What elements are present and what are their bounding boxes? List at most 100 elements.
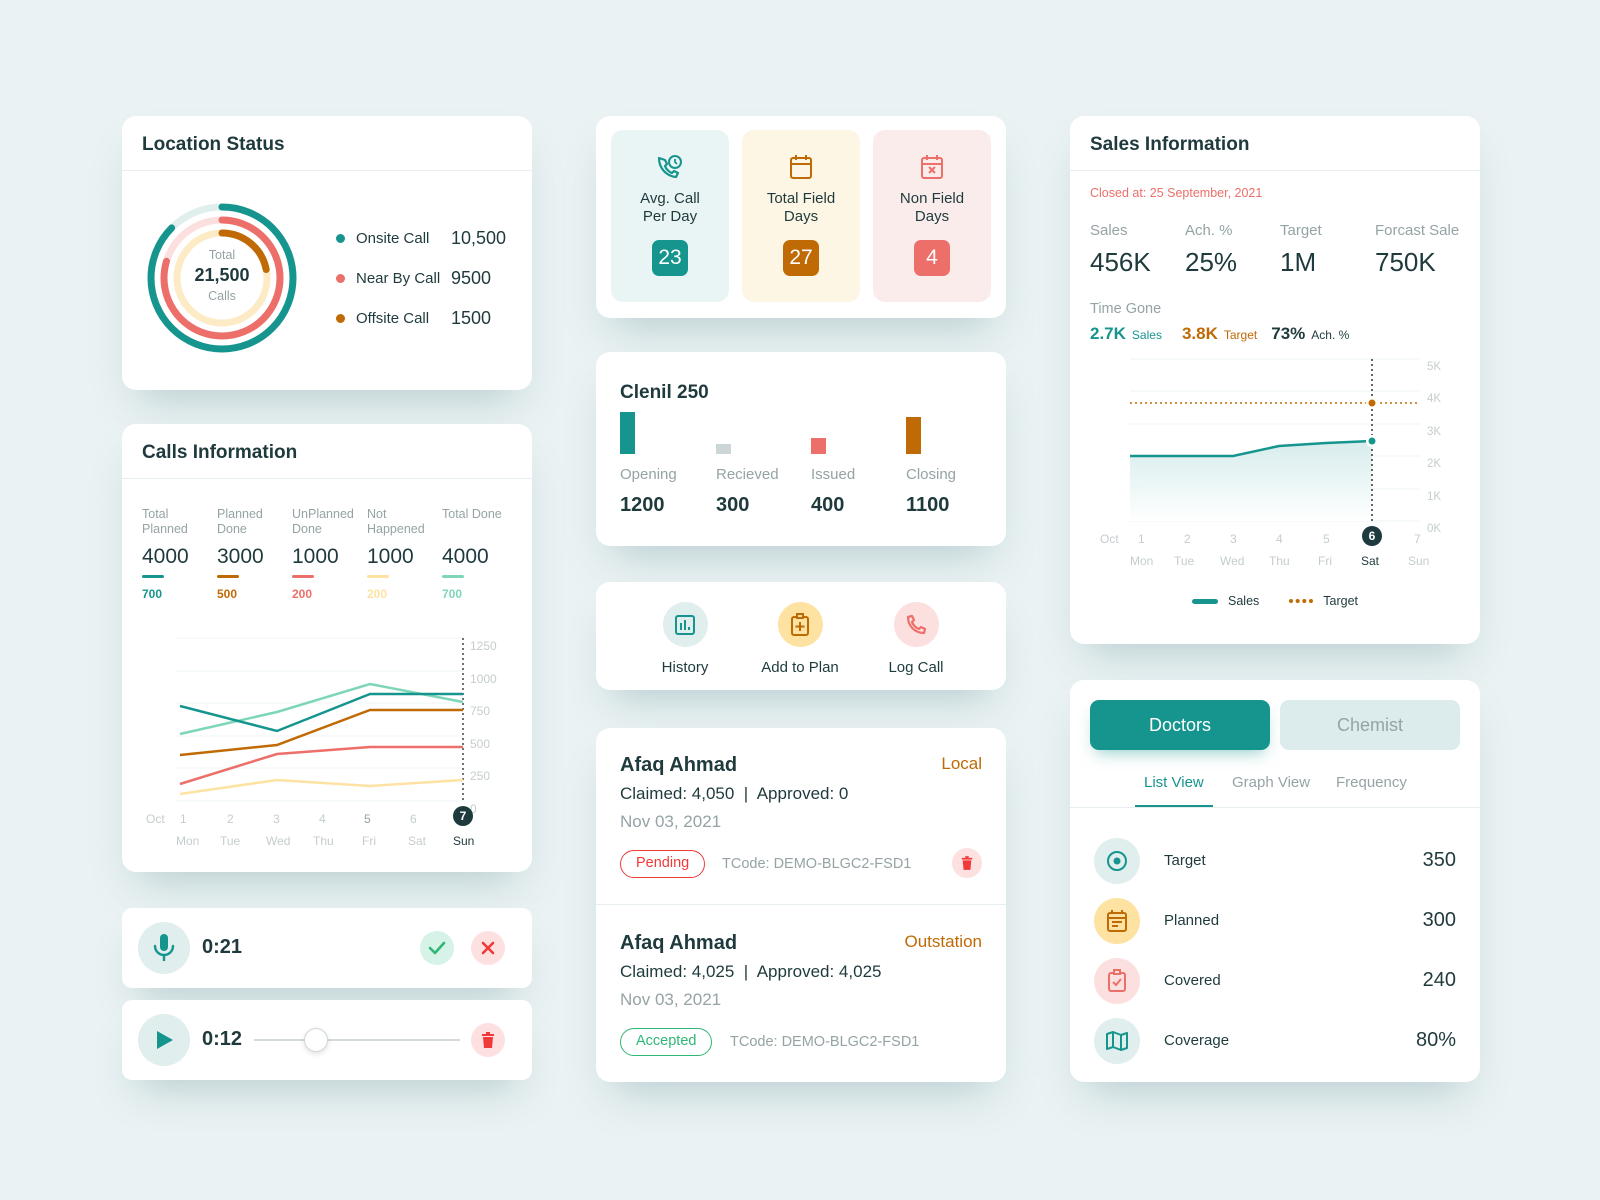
claim-item[interactable]: Afaq Ahmad Local Claimed: 4,050 | Approv… [596,728,1006,904]
stat-sub-value: 500 [217,587,238,601]
x-day[interactable]: 4 [319,812,326,826]
cancel-button[interactable] [471,931,505,965]
x-day[interactable]: 1 [180,812,187,826]
x-day[interactable]: 7 [1414,532,1421,546]
microphone-icon [153,934,175,961]
stock-value: 300 [716,494,750,516]
y-axis: 1250 1000 750 500 250 0 [470,630,497,826]
recording-time: 0:21 [202,936,243,958]
divider [122,478,532,479]
tab-list-view[interactable]: List View [1144,774,1204,791]
history-button[interactable]: History [635,602,735,676]
location-donut-chart: Total 21,500 Calls [146,202,298,354]
y-tick: 1000 [470,671,497,686]
closed-at-text: Closed at: 25 September, 2021 [1090,186,1263,200]
sales-information-card: Sales Information Closed at: 25 Septembe… [1070,116,1480,644]
x-day[interactable]: 2 [1184,532,1191,546]
clipboard-check-icon [1108,969,1126,992]
x-day[interactable]: 1 [1138,532,1145,546]
list-item-target[interactable]: Target 350 [1094,838,1456,884]
action-label: Log Call [888,659,944,676]
record-button[interactable] [138,922,190,974]
claim-amounts: Claimed: 4,050 | Approved: 0 [620,784,849,803]
x-day-selected[interactable]: 7 [453,806,473,826]
x-weekday: Wed [1220,554,1245,568]
stock-bar [620,412,635,454]
stock-value: 400 [811,494,845,516]
stat-label: Total Done [442,507,502,521]
audio-player: 0:12 [122,1000,532,1080]
list-item-planned[interactable]: Planned 300 [1094,898,1456,944]
play-button[interactable] [138,1014,190,1066]
list-item-coverage[interactable]: Coverage 80% [1094,1018,1456,1064]
legend-sales-label: Sales [1228,594,1260,608]
confirm-button[interactable] [420,931,454,965]
x-day[interactable]: 3 [1230,532,1237,546]
metric-total-field-days[interactable]: Total Field Days 27 [742,130,860,302]
legend-near-by-call: Near By Call 9500 [336,268,491,289]
stock-bar [906,417,921,454]
stat-value: 1000 [292,545,339,568]
x-day[interactable]: 3 [273,812,280,826]
log-call-button[interactable]: Log Call [866,602,966,676]
metric-non-field-days[interactable]: Non Field Days 4 [873,130,991,302]
time-gone-values: 2.7K Sales 3.8K Target 73% Ach. % [1090,324,1349,344]
segment-chemist[interactable]: Chemist [1280,700,1460,750]
claim-item[interactable]: Afaq Ahmad Outstation Claimed: 4,025 | A… [596,906,1006,1082]
legend-dot [336,234,345,243]
y-tick: 0 [470,801,477,816]
x-weekday: Fri [362,834,376,848]
stat-total-done: Total Done 4000 700 [442,507,512,601]
legend-onsite-call: Onsite Call 10,500 [336,228,506,249]
card-title: Location Status [142,134,285,155]
metric-label: Per Day [642,208,698,225]
time-gone-label: Time Gone [1090,301,1162,317]
location-status-card: Location Status Total 21,500 Calls Onsit… [122,116,532,390]
x-day-selected[interactable]: 6 [1362,526,1382,546]
x-weekday: Tue [220,834,241,848]
calls-information-card: Calls Information Total Planned 4000 700… [122,424,532,872]
tab-frequency[interactable]: Frequency [1336,774,1407,791]
stock-bar [716,444,731,454]
slider-thumb[interactable] [304,1028,328,1052]
kpi-ach: Ach. % 25% [1185,222,1237,278]
x-day[interactable]: 2 [227,812,234,826]
metric-label: Avg. Call [640,190,700,207]
trash-icon [482,1032,494,1048]
metric-avg-call-per-day[interactable]: Avg. Call Per Day 23 [611,130,729,302]
donut-center-unit: Calls [208,289,236,303]
delete-claim-button[interactable] [952,848,982,878]
claims-list: Afaq Ahmad Local Claimed: 4,050 | Approv… [596,728,1006,1082]
segment-doctors[interactable]: Doctors [1090,700,1270,750]
x-weekday: Mon [176,834,200,848]
x-day[interactable]: 5 [364,812,371,826]
quick-actions-card: History Add to Plan Log Call [596,582,1006,690]
card-title: Clenil 250 [620,382,709,403]
metric-value-badge: 4 [914,240,950,276]
x-day[interactable]: 5 [1323,532,1330,546]
playback-slider[interactable] [254,1028,460,1052]
card-title: Sales Information [1090,134,1250,155]
tab-graph-view[interactable]: Graph View [1232,774,1311,791]
add-to-plan-button[interactable]: Add to Plan [750,602,850,676]
x-day[interactable]: 6 [410,812,417,826]
legend-sales-swatch [1192,598,1218,604]
close-icon [481,941,495,955]
metric-label: Days [783,208,819,225]
divider [1070,170,1480,171]
x-day[interactable]: 4 [1276,532,1283,546]
claim-tcode: TCode: DEMO-BLGC2-FSD1 [722,856,912,872]
y-tick: 5K [1427,361,1442,373]
list-item-covered[interactable]: Covered 240 [1094,958,1456,1004]
x-axis: Oct 1 2 3 4 5 6 7 Mon Tue Wed Thu Fri Sa… [1070,526,1480,578]
y-tick: 250 [470,769,491,784]
x-weekday: Thu [1269,554,1290,568]
stock-value: 1100 [906,494,950,516]
status-badge: Pending [620,850,706,878]
stat-value: 4000 [442,545,489,568]
delete-recording-button[interactable] [471,1023,505,1057]
playback-time: 0:12 [202,1028,243,1050]
kpi-sales: Sales 456K [1090,222,1151,278]
legend-offsite-call: Offsite Call 1500 [336,308,491,329]
legend-value: 9500 [451,268,492,288]
